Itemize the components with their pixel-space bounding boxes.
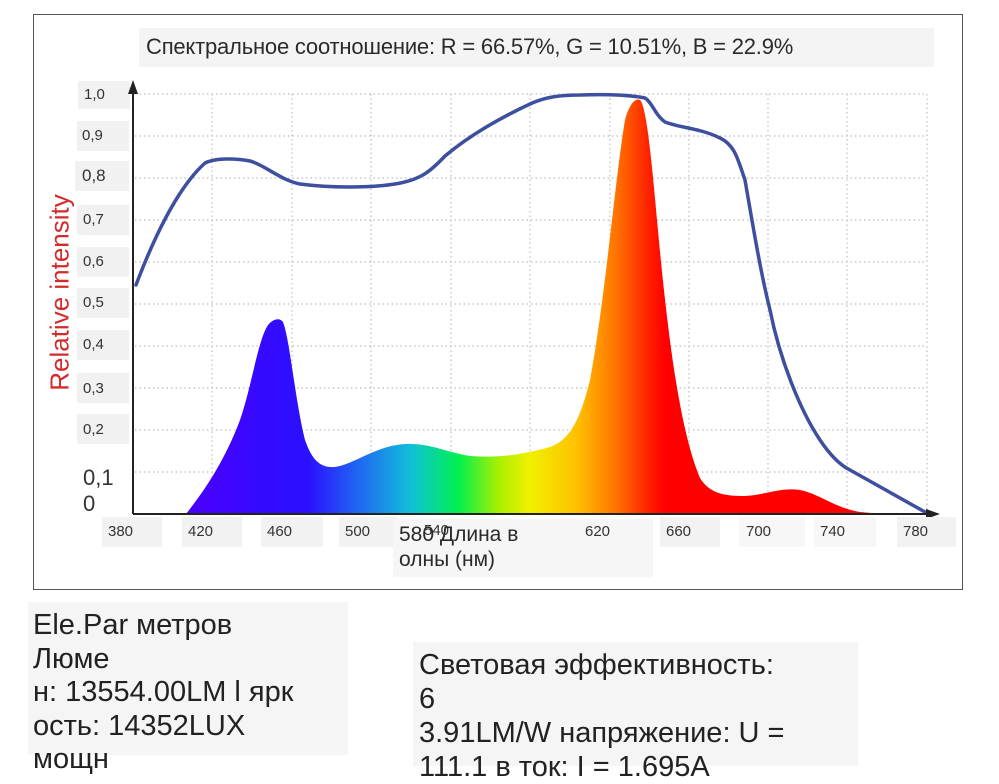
- ytick-0-4: 0,4: [83, 336, 104, 353]
- xtick-660: 660: [666, 523, 692, 540]
- x-axis-label-bg: [393, 519, 653, 577]
- xtick-bg: [660, 517, 720, 547]
- param-line: Ele.Par метров: [33, 609, 233, 641]
- xtick-bg: [739, 517, 805, 547]
- ytick-bg: [77, 247, 129, 277]
- ytick-0-5: 0,5: [83, 294, 104, 311]
- xtick-620: 620: [585, 523, 611, 540]
- xtick-bg: [102, 517, 162, 547]
- xtick-740: 740: [820, 523, 846, 540]
- xtick-bg: [261, 517, 323, 547]
- param-line: 111.1 в ток: I = 1.695A: [419, 751, 710, 783]
- param-line: 3.91LM/W напряжение: U =: [419, 717, 785, 749]
- ytick-0: 0: [83, 491, 96, 516]
- ytick-bg: [77, 414, 129, 444]
- param-line: Люме: [33, 642, 110, 675]
- ytick-0-6: 0,6: [83, 253, 104, 270]
- param-line: мощн: [33, 743, 109, 775]
- x-axis-arrow-icon: [926, 509, 940, 519]
- ytick-0-3: 0,3: [83, 380, 104, 397]
- ytick-1-0: 1,0: [84, 86, 105, 103]
- ytick-bg: [78, 81, 130, 109]
- title-background: [139, 28, 934, 67]
- x-axis-label: 580 Длина в олны (нм): [399, 523, 519, 571]
- sensitivity-curve: [134, 92, 927, 514]
- ytick-bg: [77, 330, 129, 360]
- parameters-box-bg: [28, 602, 348, 755]
- efficiency-box-bg: [413, 642, 858, 766]
- ytick-0-1: 0,1: [83, 465, 114, 490]
- ytick-0-8: 0,8: [82, 166, 106, 185]
- xtick-540: 540: [424, 522, 450, 539]
- ytick-0-2: 0,2: [83, 421, 104, 438]
- spectrum-chart: [128, 80, 940, 519]
- xtick-420: 420: [188, 523, 214, 540]
- xtick-bg: [897, 517, 956, 547]
- xtick-460: 460: [267, 523, 293, 540]
- xtick-500: 500: [345, 523, 371, 540]
- ytick-0-9: 0,9: [82, 127, 103, 144]
- ytick-bg: [75, 161, 129, 191]
- xtick-780: 780: [903, 523, 929, 540]
- xtick-bg: [339, 517, 397, 547]
- parameters-text-left: Ele.Par метров Люме н: 13554.00LM l ярк …: [33, 609, 353, 777]
- ytick-bg: [77, 121, 129, 151]
- spectrum-area: [186, 99, 910, 515]
- param-line: Световая эффективность:: [419, 649, 774, 681]
- ytick-0-7: 0,7: [83, 211, 104, 228]
- y-axis-arrow-icon: [128, 80, 138, 94]
- param-line: ость: 14352LUX: [33, 709, 246, 742]
- ytick-bg: [77, 205, 129, 235]
- param-line: н: 13554.00LM l ярк: [33, 676, 294, 708]
- ytick-bg: [77, 373, 129, 403]
- xtick-bg: [182, 517, 242, 547]
- param-line: 6: [419, 683, 436, 715]
- parameters-text-right: Световая эффективность: 6 3.91LM/W напря…: [419, 648, 859, 784]
- xtick-380: 380: [108, 523, 134, 540]
- xtick-bg: [814, 517, 876, 547]
- xtick-700: 700: [746, 523, 772, 540]
- ytick-bg: [77, 288, 129, 318]
- chart-title: Спектральное соотношение: R = 66.57%, G …: [146, 34, 794, 59]
